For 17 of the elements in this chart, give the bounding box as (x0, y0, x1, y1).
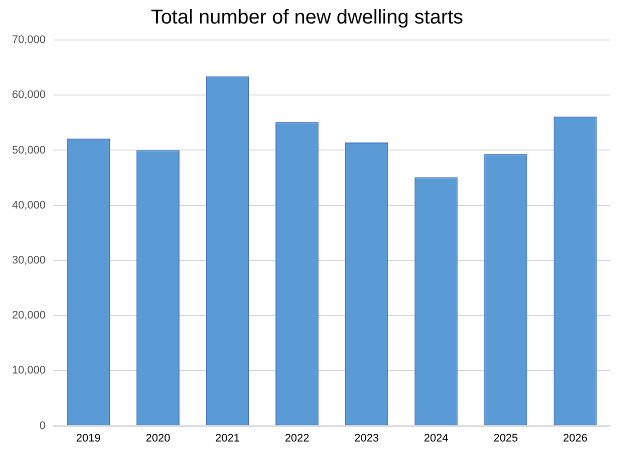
y-tick-label: 30,000 (12, 254, 46, 266)
x-tick-label: 2022 (284, 432, 310, 444)
y-tick-label: 60,000 (12, 89, 46, 102)
y-tick-label: 40,000 (12, 199, 46, 212)
x-tick-label: 2024 (424, 432, 448, 444)
y-tick-label: 10,000 (12, 364, 46, 377)
x-tick-label: 2021 (215, 432, 240, 444)
x-tick-label: 2019 (76, 432, 101, 444)
x-tick-label: 2026 (562, 432, 588, 444)
x-tick-label: 2020 (146, 432, 170, 444)
chart-title: Total number of new dwelling starts (150, 6, 464, 29)
y-tick-label: 0 (40, 420, 46, 432)
y-tick-label: 70,000 (12, 34, 46, 46)
x-tick-label: 2023 (354, 432, 379, 444)
y-tick-label: 20,000 (12, 310, 46, 322)
x-tick-label: 2025 (493, 432, 518, 444)
y-tick-label: 50,000 (12, 144, 46, 156)
